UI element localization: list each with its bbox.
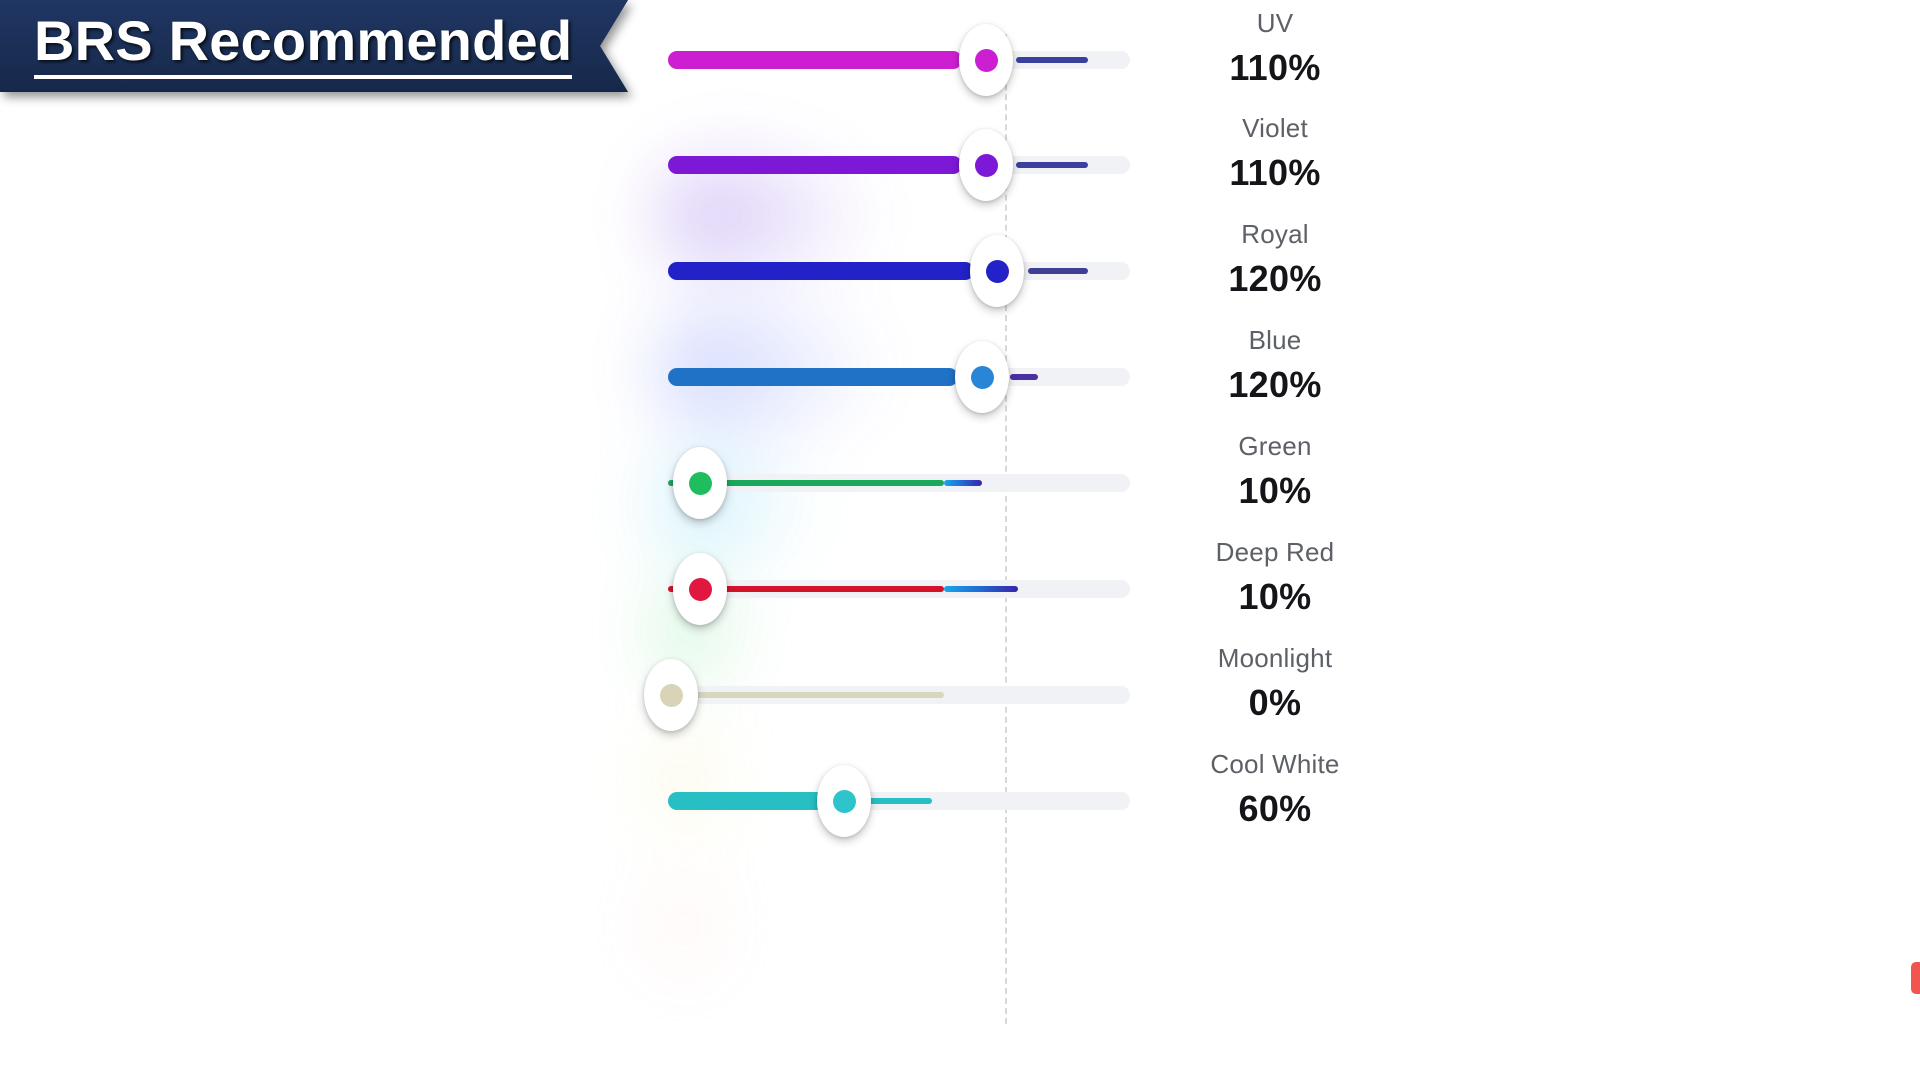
slider-value: 120% (1228, 364, 1322, 405)
slider-value: 120% (1228, 258, 1322, 299)
slider-readout: Royal 120% (1160, 221, 1390, 297)
slider-thumb[interactable] (970, 235, 1024, 307)
slider-track-fill (668, 262, 974, 280)
slider-thumb[interactable] (644, 659, 698, 731)
slider-row: UV 110% (640, 10, 1400, 116)
slider-spectrum-stub (944, 480, 982, 486)
banner-title: BRS Recommended (34, 13, 573, 79)
brs-recommended-banner: BRS Recommended (0, 0, 648, 92)
slider-track-fill (668, 51, 962, 69)
slider-value: 0% (1248, 682, 1302, 723)
slider-thumb[interactable] (959, 129, 1013, 201)
slider-label: Blue (1248, 325, 1302, 355)
slider-track-fill (668, 368, 958, 386)
slider-thumb-dot (832, 789, 856, 813)
slider-label: UV (1256, 8, 1294, 38)
slider-readout: Violet 110% (1160, 115, 1390, 191)
slider-label: Violet (1242, 113, 1308, 143)
slider-thumb-dot (985, 259, 1009, 283)
slider-readout: Green 10% (1160, 433, 1390, 509)
banner-shape: BRS Recommended (0, 0, 628, 92)
slider-track-fill (668, 792, 844, 810)
slider-value: 110% (1229, 47, 1321, 88)
right-edge-marker[interactable] (1911, 962, 1920, 994)
slider-thumb[interactable] (673, 553, 727, 625)
slider-readout: Cool White 60% (1160, 751, 1390, 827)
slider-value: 60% (1238, 788, 1312, 829)
slider-track-tail (868, 798, 932, 804)
slider-row: Blue 120% (640, 327, 1400, 433)
slider-thumb-dot (974, 153, 998, 177)
slider-row: Moonlight 0% (640, 645, 1400, 751)
slider-thumb-dot (688, 577, 712, 601)
slider-track-fill (668, 692, 944, 698)
slider-label: Moonlight (1217, 643, 1333, 673)
slider-track-tail (1016, 57, 1088, 63)
slider-thumb[interactable] (817, 765, 871, 837)
slider-track-fill (668, 586, 944, 592)
slider-thumb-dot (970, 365, 994, 389)
slider-track-fill (668, 480, 944, 486)
slider-row: Green 10% (640, 433, 1400, 539)
slider-track-tail (1016, 162, 1088, 168)
slider-track-tail (1010, 374, 1038, 380)
slider-track-tail (1028, 268, 1088, 274)
slider-readout: Moonlight 0% (1160, 645, 1390, 721)
slider-value: 10% (1238, 576, 1312, 617)
slider-track-fill (668, 156, 962, 174)
slider-label: Cool White (1210, 749, 1340, 779)
slider-readout: Blue 120% (1160, 327, 1390, 403)
slider-thumb[interactable] (959, 24, 1013, 96)
slider-value: 10% (1238, 470, 1312, 511)
slider-value: 110% (1229, 152, 1321, 193)
slider-row: Deep Red 10% (640, 539, 1400, 645)
slider-thumb-dot (688, 471, 712, 495)
slider-label: Royal (1241, 219, 1309, 249)
slider-spectrum-stub (944, 586, 1018, 592)
slider-label: Green (1238, 431, 1312, 461)
slider-thumb[interactable] (955, 341, 1009, 413)
slider-thumb[interactable] (673, 447, 727, 519)
slider-readout: Deep Red 10% (1160, 539, 1390, 615)
slider-row: Violet 110% (640, 115, 1400, 221)
slider-row: Cool White 60% (640, 751, 1400, 857)
slider-thumb-dot (659, 683, 683, 707)
slider-thumb-dot (974, 48, 998, 72)
slider-row: Royal 120% (640, 221, 1400, 327)
slider-readout: UV 110% (1160, 10, 1390, 86)
slider-label: Deep Red (1215, 537, 1335, 567)
